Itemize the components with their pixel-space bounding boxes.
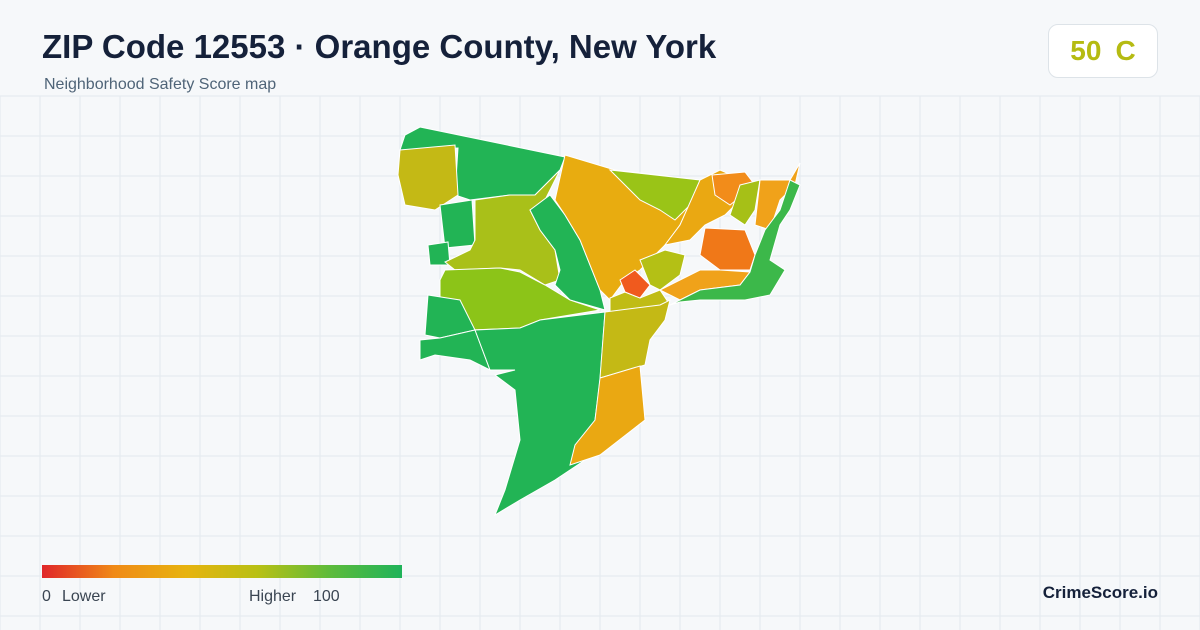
legend-max-label: Higher bbox=[249, 588, 297, 605]
legend-gradient bbox=[42, 565, 402, 578]
legend-min: 0 bbox=[42, 588, 51, 605]
score-badge: 50 C bbox=[1048, 24, 1158, 78]
score-value: 50 bbox=[1070, 35, 1102, 66]
zip-area bbox=[397, 126, 801, 517]
legend-min-label: Lower bbox=[62, 588, 106, 605]
brand: CrimeScore.io bbox=[1042, 583, 1158, 602]
score-grade: C bbox=[1115, 35, 1136, 66]
subtitle: Neighborhood Safety Score map bbox=[44, 76, 277, 93]
title: ZIP Code 12553 · Orange County, New York bbox=[42, 28, 717, 65]
legend-max: 100 bbox=[313, 588, 340, 605]
